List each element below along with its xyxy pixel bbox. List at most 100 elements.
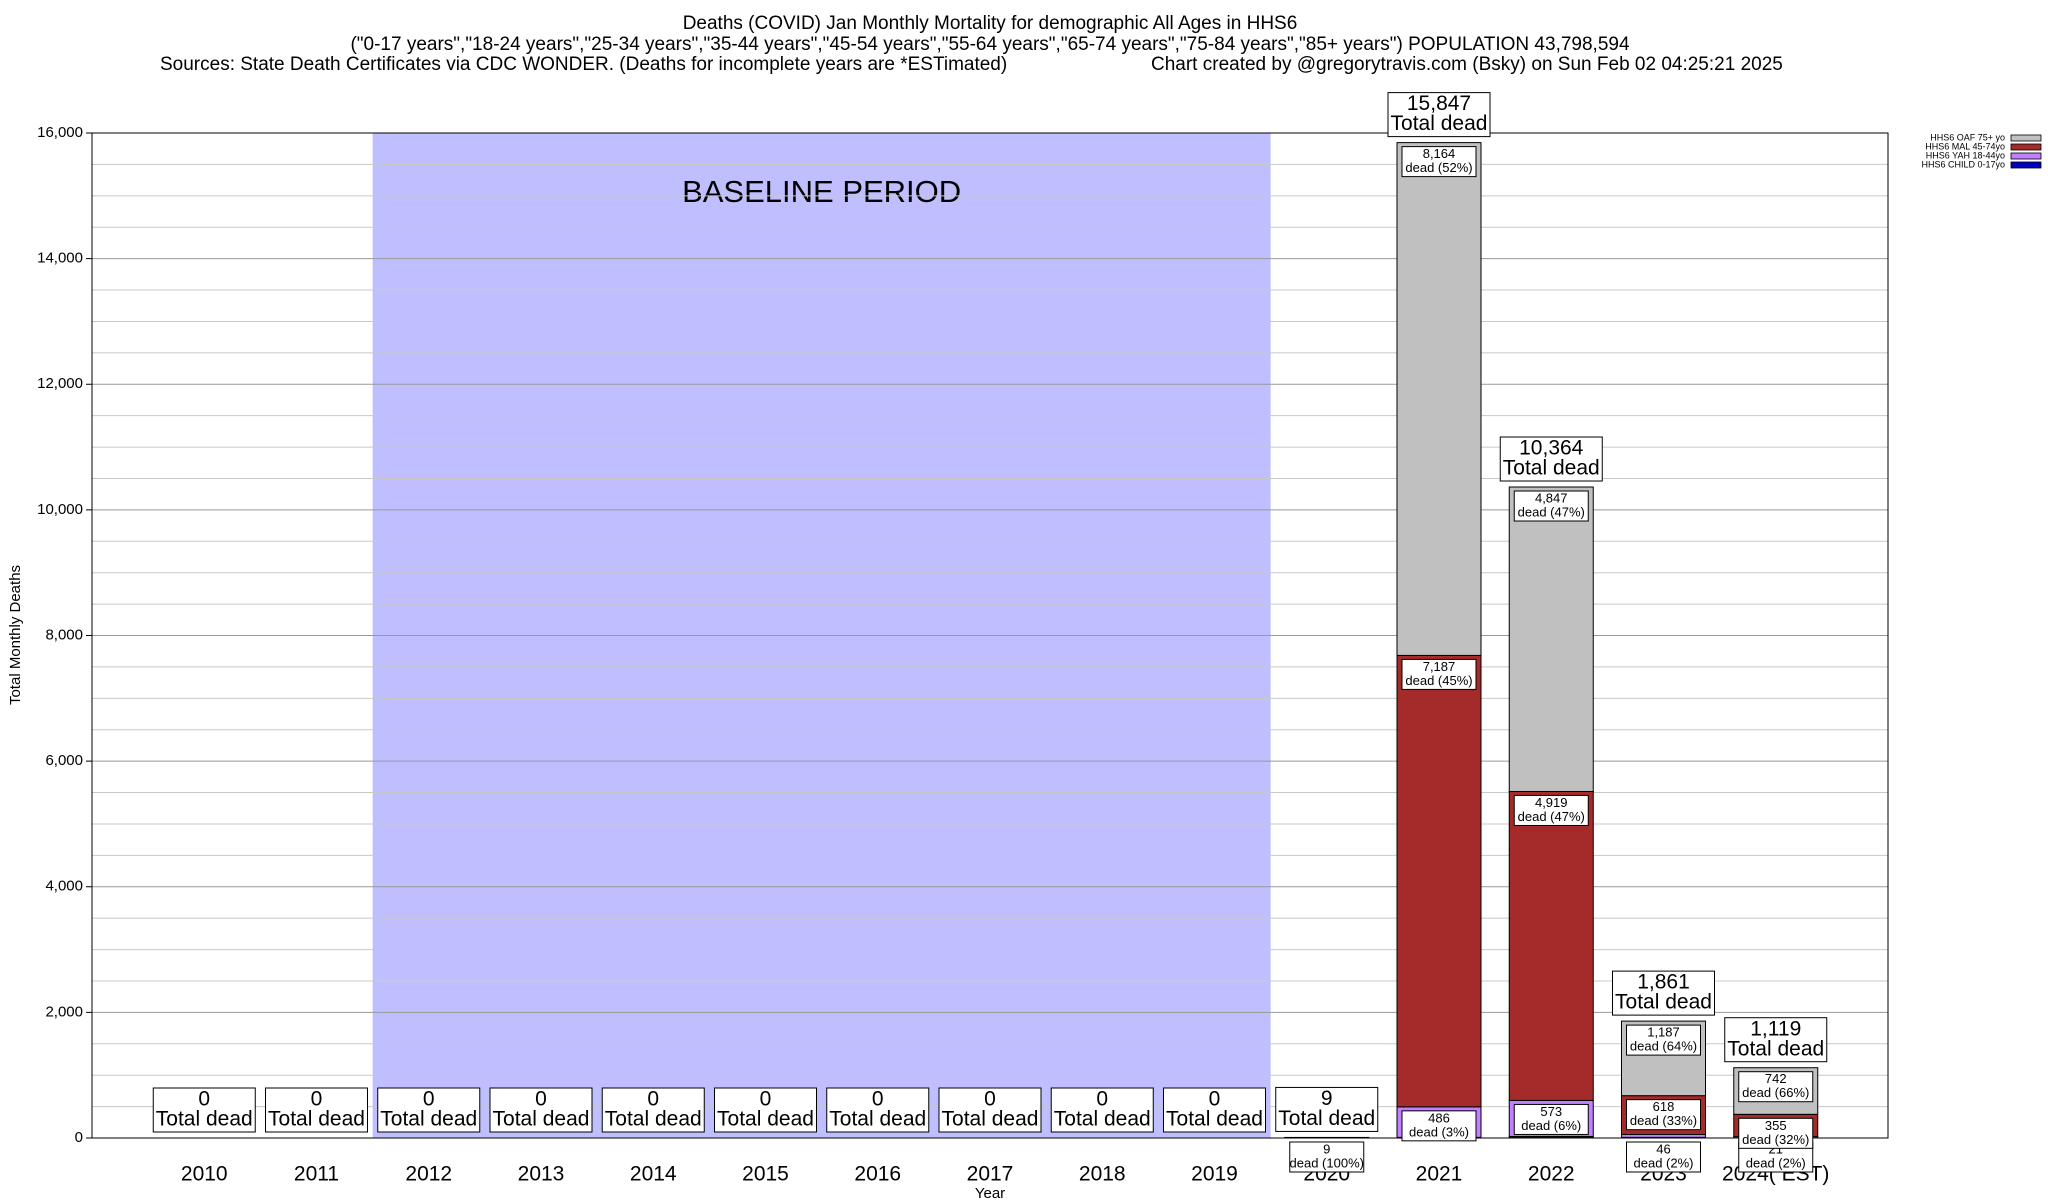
y-tick-label: 14,000: [37, 250, 83, 267]
total-text: Total dead: [829, 1108, 926, 1131]
total-text: Total dead: [1166, 1108, 1263, 1131]
segment-value-label: 618: [1653, 1099, 1675, 1114]
legend-label: HHS6 MAL 45-74yo: [1925, 141, 2005, 151]
total-value: 0: [1209, 1088, 1221, 1111]
segment-value-label: 4,847: [1535, 490, 1568, 505]
legend-swatch: [2010, 161, 2042, 169]
segment-label-box: [1626, 1141, 1701, 1173]
segment-value-label: 8,164: [1423, 146, 1456, 161]
total-value: 1,119: [1750, 1017, 1801, 1040]
total-value: 10,364: [1519, 437, 1584, 460]
bar-segment: [1396, 654, 1482, 1108]
plot-frame: [91, 132, 1889, 1139]
segment-label-box: [1738, 1117, 1814, 1149]
total-box: [1387, 92, 1491, 138]
y-tick-label: 4,000: [45, 878, 83, 895]
total-value: 9: [1321, 1087, 1333, 1110]
bar-segment: [1396, 142, 1482, 656]
x-tick-label: 2019: [1191, 1163, 1238, 1186]
legend-swatch: [2010, 134, 2042, 142]
y-tick-label: 2,000: [45, 1003, 83, 1020]
segment-share-label: dead (32%): [1742, 1132, 1809, 1147]
x-tick-label: 2021: [1416, 1163, 1463, 1186]
legend-swatch: [2010, 143, 2042, 151]
legend-swatch: [2010, 152, 2042, 160]
total-value: 0: [760, 1088, 772, 1111]
total-value: 0: [1096, 1088, 1108, 1111]
segment-share-label: dead (47%): [1518, 504, 1585, 519]
segment-share-label: dead (100%): [1290, 1155, 1364, 1170]
y-tick-label: 8,000: [45, 626, 83, 643]
y-axis-label: Total Monthly Deaths: [7, 565, 24, 705]
total-box: [265, 1087, 368, 1133]
segment-value-label: 46: [1656, 1141, 1670, 1156]
total-value: 1,861: [1637, 971, 1690, 994]
total-text: Total dead: [268, 1108, 365, 1131]
legend-label: HHS6 YAH 18-44yo: [1926, 150, 2005, 160]
x-tick-label: 2012: [405, 1163, 452, 1186]
x-tick-label: 2014: [630, 1163, 677, 1186]
x-tick-label: 2016: [854, 1163, 901, 1186]
total-box: [377, 1087, 481, 1133]
segment-label-box: [1401, 1110, 1477, 1142]
bar-segment: [1508, 790, 1594, 1101]
total-text: Total dead: [1391, 112, 1488, 135]
segment-value-label: 1,187: [1647, 1025, 1680, 1040]
y-tick-label: 6,000: [45, 752, 83, 769]
segment-share-label: dead (66%): [1742, 1085, 1809, 1100]
total-text: Total dead: [156, 1108, 253, 1131]
legend-label: HHS6 OAF 75+ yo: [1930, 132, 2005, 142]
total-text: Total dead: [1503, 457, 1600, 480]
segment-share-label: dead (64%): [1630, 1039, 1697, 1054]
total-text: Total dead: [493, 1108, 590, 1131]
segment-label-box: [1626, 1099, 1701, 1131]
total-text: Total dead: [605, 1108, 702, 1131]
segment-value-label: 742: [1765, 1071, 1787, 1086]
segment-label-box: [1513, 794, 1589, 826]
total-value: 0: [647, 1088, 659, 1111]
total-value: 0: [535, 1088, 547, 1111]
segment-value-label: 573: [1540, 1104, 1562, 1119]
y-tick-label: 16,000: [37, 124, 83, 141]
total-box: [1724, 1017, 1828, 1063]
chart-subtitle: ("0-17 years","18-24 years","25-34 years…: [350, 34, 1630, 55]
segment-value-label: 9: [1323, 1141, 1330, 1156]
total-text: Total dead: [1727, 1037, 1824, 1060]
segment-label-box: [1626, 1024, 1701, 1056]
total-box: [152, 1087, 256, 1133]
segment-share-label: dead (6%): [1521, 1118, 1581, 1133]
x-tick-label: 2022: [1528, 1163, 1575, 1186]
total-text: Total dead: [1615, 991, 1712, 1014]
x-axis-label: Year: [975, 1185, 1005, 1200]
baseline-label: BASELINE PERIOD: [682, 174, 961, 209]
segment-label-box: [1513, 1103, 1589, 1135]
credit-note: Chart created by @gregorytravis.com (Bsk…: [1151, 54, 1783, 75]
total-box: [1499, 436, 1603, 482]
total-box: [489, 1087, 593, 1133]
segment-share-label: dead (2%): [1634, 1155, 1694, 1170]
total-box: [714, 1087, 817, 1133]
total-box: [1275, 1086, 1379, 1132]
y-tick-label: 12,000: [37, 375, 83, 392]
x-tick-label: 2015: [742, 1163, 789, 1186]
total-value: 0: [423, 1088, 435, 1111]
total-text: Total dead: [942, 1108, 1039, 1131]
x-tick-label: 2010: [181, 1163, 228, 1186]
total-box: [601, 1087, 705, 1133]
total-text: Total dead: [1278, 1107, 1375, 1130]
segment-share-label: dead (3%): [1409, 1124, 1469, 1139]
x-tick-label: 2017: [967, 1163, 1014, 1186]
legend-label: HHS6 CHILD 0-17yo: [1921, 159, 2005, 169]
bar-segment: [1508, 486, 1594, 792]
total-box: [826, 1087, 930, 1133]
segment-share-label: dead (2%): [1746, 1155, 1806, 1170]
total-text: Total dead: [1054, 1108, 1151, 1131]
segment-label-box: [1513, 490, 1589, 522]
segment-share-label: dead (47%): [1518, 809, 1585, 824]
total-text: Total dead: [380, 1108, 477, 1131]
segment-value-label: 7,187: [1423, 659, 1456, 674]
bar-segment: [1284, 1136, 1370, 1139]
total-value: 15,847: [1407, 92, 1471, 115]
